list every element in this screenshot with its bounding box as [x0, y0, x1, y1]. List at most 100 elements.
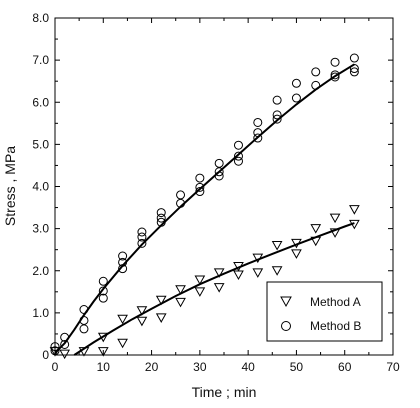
- data-point-method-a: [349, 205, 360, 215]
- data-point-method-a: [271, 266, 283, 276]
- legend: Method A Method B: [266, 281, 383, 342]
- data-point-method-a: [233, 270, 244, 280]
- data-markers: [49, 53, 360, 360]
- y-tick-label: 3.0: [32, 222, 49, 236]
- data-point-method-b: [272, 95, 282, 105]
- data-point-method-a: [291, 238, 302, 249]
- data-point-method-b: [98, 276, 108, 286]
- data-point-method-b: [233, 151, 243, 161]
- data-point-method-b: [291, 78, 301, 88]
- data-point-method-a: [194, 275, 206, 286]
- data-point-method-b: [330, 57, 340, 67]
- data-point-method-b: [60, 339, 70, 349]
- y-tick-label: 2.0: [32, 264, 49, 278]
- data-point-method-a: [329, 228, 341, 238]
- data-point-method-b: [253, 128, 263, 138]
- data-point-method-b: [137, 227, 147, 237]
- data-point-method-a: [59, 349, 71, 360]
- y-tick-label: 8.0: [32, 11, 49, 25]
- data-point-method-b: [195, 187, 205, 197]
- y-tick-label: 1.0: [32, 306, 49, 320]
- data-point-method-a: [175, 285, 186, 295]
- legend-label-method-b: Method B: [310, 319, 361, 333]
- data-point-method-b: [349, 67, 359, 77]
- data-point-method-b: [50, 342, 60, 352]
- data-point-method-b: [118, 264, 128, 274]
- data-point-method-a: [49, 347, 61, 357]
- data-point-method-a: [117, 338, 128, 349]
- data-point-method-b: [311, 67, 321, 77]
- data-point-method-b: [233, 140, 243, 150]
- data-point-method-b: [195, 173, 205, 183]
- data-point-method-a: [233, 262, 244, 272]
- y-tick-label: 7.0: [32, 53, 49, 67]
- data-point-method-a: [291, 249, 302, 259]
- data-point-method-b: [156, 208, 166, 218]
- data-point-method-b: [195, 182, 205, 192]
- data-point-method-b: [330, 72, 340, 82]
- data-point-method-b: [291, 93, 301, 103]
- data-point-method-b: [137, 232, 147, 242]
- data-point-method-a: [252, 268, 264, 278]
- legend-marker-method-b: [281, 321, 291, 331]
- legend-label-method-a: Method A: [310, 295, 361, 309]
- data-point-method-a: [117, 314, 128, 325]
- data-point-method-b: [79, 305, 89, 315]
- x-tick-label: 30: [193, 360, 207, 374]
- data-point-method-a: [194, 287, 206, 297]
- data-point-method-b: [214, 167, 224, 177]
- data-point-method-b: [156, 217, 166, 227]
- data-point-method-b: [176, 190, 186, 200]
- data-point-method-a: [271, 240, 283, 251]
- data-point-method-b: [176, 198, 186, 208]
- data-point-method-a: [329, 213, 341, 224]
- data-point-method-a: [349, 219, 360, 230]
- x-tick-label: 50: [290, 360, 304, 374]
- data-point-method-a: [155, 313, 167, 323]
- data-point-method-a: [78, 347, 90, 357]
- data-point-method-b: [118, 257, 128, 267]
- data-point-method-b: [253, 117, 263, 127]
- x-tick-label: 70: [386, 360, 400, 374]
- x-tick-label: 40: [241, 360, 255, 374]
- data-point-method-b: [272, 114, 282, 124]
- data-point-method-a: [97, 332, 109, 343]
- x-tick-label: 60: [338, 360, 352, 374]
- data-point-method-b: [214, 158, 224, 168]
- data-point-method-b: [137, 238, 147, 248]
- data-point-method-b: [156, 213, 166, 223]
- data-point-method-b: [349, 53, 359, 63]
- data-point-method-b: [233, 156, 243, 166]
- data-point-method-b: [79, 324, 89, 334]
- y-tick-label: 4.0: [32, 180, 49, 194]
- x-axis-title: Time ; min: [192, 384, 257, 400]
- data-point-method-b: [272, 110, 282, 120]
- data-point-method-b: [330, 70, 340, 80]
- y-tick-label: 5.0: [32, 137, 49, 151]
- data-point-method-b: [79, 315, 89, 325]
- data-point-method-a: [97, 347, 109, 357]
- x-tick-label: 10: [97, 360, 111, 374]
- legend-box: [266, 281, 383, 342]
- data-point-method-b: [98, 293, 108, 303]
- data-point-method-b: [98, 286, 108, 296]
- data-point-method-b: [311, 80, 321, 90]
- x-tick-label: 20: [145, 360, 159, 374]
- data-point-method-a: [136, 306, 148, 316]
- axis-ticks: 0 10 20 30 40 50 60 70 0 1.0 2.0 3.0 4.0 5.0 6.0 7.0 8.0: [32, 11, 400, 374]
- data-point-method-b: [349, 64, 359, 74]
- data-point-method-b: [118, 251, 128, 261]
- y-tick-label: 6.0: [32, 95, 49, 109]
- data-point-method-b: [60, 332, 70, 342]
- data-point-method-b: [253, 133, 263, 143]
- data-point-method-a: [310, 224, 322, 234]
- data-point-method-b: [50, 346, 60, 356]
- data-point-method-b: [214, 171, 224, 181]
- legend-marker-method-a: [280, 296, 292, 308]
- data-point-method-a: [136, 316, 148, 327]
- data-point-method-a: [155, 295, 167, 306]
- x-tick-label: 0: [52, 360, 59, 374]
- data-point-method-a: [213, 268, 225, 278]
- fit-curve-series-2: [54, 63, 355, 354]
